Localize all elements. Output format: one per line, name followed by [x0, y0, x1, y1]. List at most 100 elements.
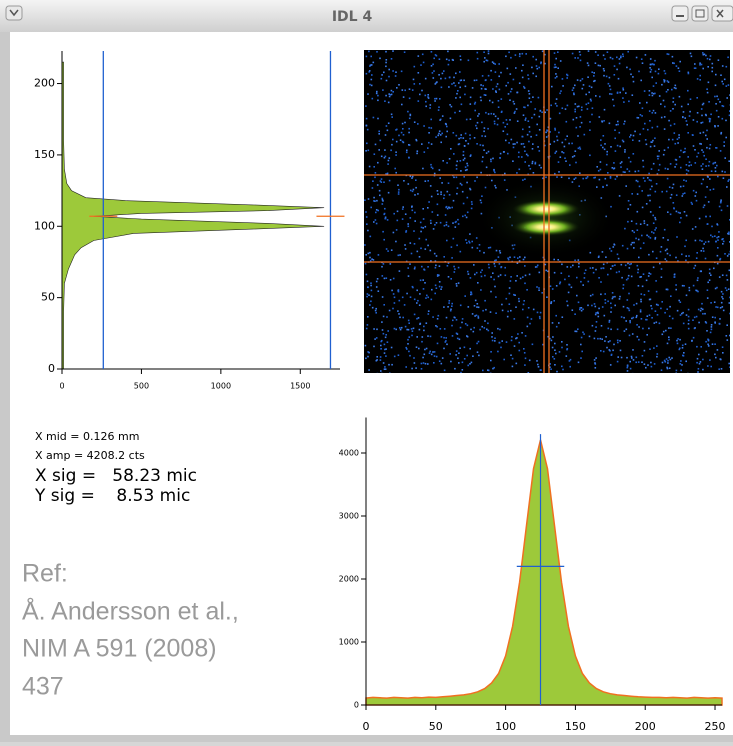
noise-pixel	[422, 362, 425, 364]
noise-pixel	[469, 96, 472, 99]
noise-pixel	[673, 132, 676, 134]
window-menu-button[interactable]	[5, 5, 23, 21]
noise-pixel	[570, 266, 572, 268]
noise-pixel	[576, 276, 578, 279]
noise-pixel	[515, 280, 517, 282]
noise-pixel	[679, 314, 682, 316]
noise-pixel	[390, 93, 393, 96]
noise-pixel	[470, 201, 473, 203]
noise-pixel	[476, 303, 479, 305]
readout: X amp = 4208.2 cts	[35, 449, 145, 462]
noise-pixel	[378, 189, 381, 192]
noise-pixel	[412, 327, 415, 330]
noise-pixel	[549, 143, 551, 145]
noise-pixel	[510, 88, 513, 90]
noise-pixel	[611, 292, 614, 294]
noise-pixel	[716, 236, 718, 239]
noise-pixel	[668, 336, 670, 338]
noise-pixel	[513, 293, 515, 296]
noise-pixel	[457, 357, 459, 360]
noise-pixel	[583, 333, 585, 335]
noise-pixel	[427, 96, 429, 98]
noise-pixel	[555, 57, 557, 60]
noise-pixel	[647, 364, 649, 366]
noise-pixel	[524, 335, 527, 337]
noise-pixel	[727, 56, 729, 59]
noise-pixel	[708, 120, 711, 123]
noise-pixel	[427, 244, 429, 247]
noise-pixel	[594, 79, 596, 82]
noise-pixel	[538, 164, 541, 167]
noise-pixel	[496, 123, 499, 126]
noise-pixel	[699, 64, 701, 66]
noise-pixel	[608, 122, 611, 125]
noise-pixel	[520, 143, 523, 145]
noise-pixel	[469, 347, 471, 350]
noise-pixel	[691, 339, 693, 342]
noise-pixel	[436, 342, 439, 345]
noise-pixel	[532, 308, 535, 311]
noise-pixel	[500, 111, 503, 113]
noise-pixel	[577, 328, 579, 330]
noise-pixel	[474, 273, 476, 276]
noise-pixel	[405, 230, 408, 232]
noise-pixel	[712, 188, 715, 190]
close-icon	[716, 9, 724, 18]
noise-pixel	[515, 306, 517, 308]
noise-pixel	[408, 322, 410, 324]
noise-pixel	[682, 185, 685, 187]
noise-pixel	[604, 58, 606, 60]
noise-pixel	[680, 105, 683, 108]
noise-pixel	[427, 266, 429, 268]
noise-pixel	[610, 250, 613, 252]
noise-pixel	[681, 347, 684, 349]
noise-pixel	[716, 254, 719, 257]
noise-pixel	[696, 78, 699, 80]
noise-pixel	[616, 339, 619, 342]
noise-pixel	[701, 302, 703, 305]
noise-pixel	[486, 328, 488, 331]
minimize-button[interactable]	[671, 5, 689, 22]
noise-pixel	[480, 201, 483, 204]
noise-pixel	[668, 367, 671, 369]
noise-pixel	[531, 66, 533, 69]
noise-pixel	[435, 136, 437, 138]
close-button[interactable]	[711, 5, 733, 22]
noise-pixel	[413, 362, 416, 364]
noise-pixel	[531, 160, 534, 163]
noise-pixel	[500, 71, 502, 74]
noise-pixel	[411, 330, 414, 332]
noise-pixel	[654, 92, 656, 95]
noise-pixel	[623, 123, 625, 125]
noise-pixel	[724, 157, 726, 159]
noise-pixel	[438, 360, 441, 362]
noise-pixel	[684, 151, 686, 153]
noise-pixel	[651, 307, 653, 310]
noise-pixel	[722, 309, 725, 312]
noise-pixel	[383, 213, 385, 216]
noise-pixel	[523, 146, 526, 148]
noise-pixel	[653, 322, 656, 324]
maximize-button[interactable]	[691, 5, 709, 22]
noise-pixel	[466, 324, 469, 327]
noise-pixel	[527, 78, 530, 80]
noise-pixel	[438, 106, 440, 108]
noise-pixel	[700, 63, 703, 66]
x-tick-label: 50	[429, 720, 443, 733]
noise-pixel	[608, 349, 611, 351]
noise-pixel	[581, 350, 583, 353]
noise-pixel	[594, 363, 597, 365]
noise-pixel	[642, 177, 645, 179]
noise-pixel	[451, 324, 453, 327]
noise-pixel	[528, 130, 531, 133]
noise-pixel	[529, 168, 532, 170]
noise-pixel	[514, 110, 516, 113]
noise-pixel	[722, 105, 725, 108]
noise-pixel	[695, 315, 698, 318]
noise-pixel	[654, 190, 657, 193]
noise-pixel	[371, 306, 374, 309]
noise-pixel	[653, 92, 655, 95]
noise-pixel	[709, 359, 711, 361]
noise-pixel	[510, 309, 512, 312]
noise-pixel	[466, 211, 469, 214]
